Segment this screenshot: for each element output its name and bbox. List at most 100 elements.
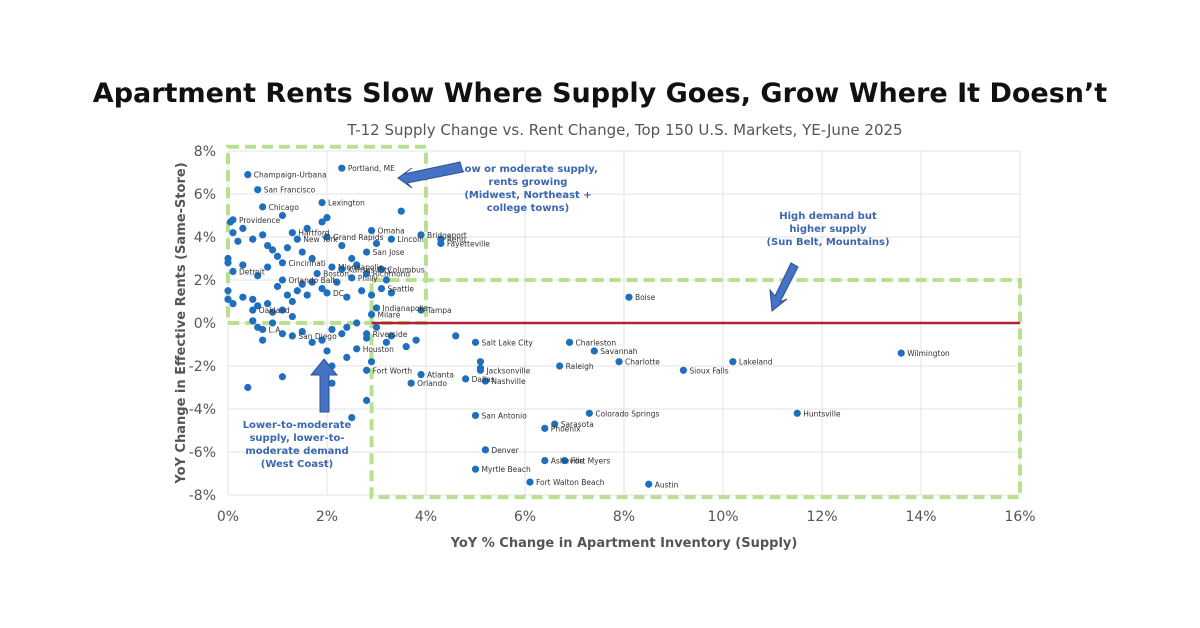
data-point bbox=[353, 345, 361, 353]
chart-title: Apartment Rents Slow Where Supply Goes, … bbox=[92, 78, 1108, 109]
x-tick-label: 2% bbox=[316, 509, 338, 525]
data-point bbox=[313, 269, 321, 278]
data-point bbox=[229, 216, 237, 224]
point-label: Cincinnati bbox=[288, 259, 325, 268]
y-axis-ticks: 8% 6% 4% 2% 0% -2% -4% -6% -8% bbox=[189, 144, 216, 504]
data-point bbox=[462, 375, 470, 383]
data-point bbox=[353, 261, 361, 269]
point-label: Richmond bbox=[373, 270, 411, 279]
point-label: Colorado Springs bbox=[595, 409, 659, 418]
data-point bbox=[437, 239, 445, 248]
point-label: Hartford bbox=[298, 229, 329, 238]
data-point bbox=[372, 304, 381, 312]
point-label: Milaré bbox=[378, 310, 401, 319]
data-point bbox=[382, 338, 390, 346]
data-point bbox=[343, 293, 351, 301]
point-label: Charlotte bbox=[625, 358, 660, 367]
point-label: Lexington bbox=[328, 199, 365, 208]
data-point bbox=[259, 231, 267, 239]
data-point bbox=[372, 323, 381, 331]
data-point bbox=[259, 325, 267, 334]
point-label: L.A. bbox=[269, 325, 283, 334]
data-point bbox=[249, 306, 257, 314]
y-tick-label: 4% bbox=[194, 230, 216, 246]
data-point bbox=[283, 291, 291, 299]
y-tick-label: 8% bbox=[194, 144, 216, 160]
data-point bbox=[452, 332, 460, 340]
data-point bbox=[358, 287, 366, 295]
point-label: Minneapolis bbox=[338, 263, 383, 272]
y-tick-label: -6% bbox=[189, 445, 216, 461]
data-point bbox=[254, 272, 262, 280]
arrow-west-coast bbox=[309, 358, 339, 413]
data-point bbox=[363, 248, 371, 256]
data-point bbox=[268, 319, 277, 327]
data-point bbox=[259, 203, 267, 211]
chart-subtitle: T-12 Supply Change vs. Rent Change, Top … bbox=[347, 121, 903, 139]
x-tick-label: 8% bbox=[613, 509, 635, 525]
data-point bbox=[249, 317, 257, 325]
data-point bbox=[471, 411, 480, 420]
data-point bbox=[367, 310, 376, 318]
data-point bbox=[224, 295, 232, 303]
data-point bbox=[363, 330, 371, 338]
data-point bbox=[264, 263, 272, 271]
data-point bbox=[298, 280, 306, 288]
data-point bbox=[328, 263, 336, 271]
point-label: Columbus bbox=[387, 265, 424, 274]
data-point bbox=[387, 235, 395, 243]
point-label: Phoenix bbox=[551, 424, 581, 433]
y-tick-label: 6% bbox=[194, 187, 216, 203]
data-point bbox=[377, 265, 386, 273]
point-label: Seattle bbox=[387, 285, 414, 294]
annotation-top-right: High demand but higher supply (Sun Belt, M… bbox=[766, 211, 889, 248]
data-point bbox=[333, 278, 341, 286]
data-point bbox=[417, 231, 425, 239]
x-tick-label: 16% bbox=[1004, 509, 1035, 525]
data-point bbox=[239, 293, 247, 301]
point-label: Fort Worth bbox=[373, 366, 413, 375]
data-point bbox=[565, 338, 574, 346]
data-point bbox=[377, 285, 386, 293]
data-point bbox=[288, 229, 296, 237]
point-label: Austin bbox=[655, 480, 679, 489]
point-label: Riverside bbox=[373, 330, 408, 339]
data-point bbox=[239, 224, 247, 232]
x-axis-label: YoY % Change in Apartment Inventory (Sup… bbox=[450, 536, 798, 551]
data-point bbox=[244, 383, 252, 392]
data-point bbox=[264, 242, 272, 250]
data-point bbox=[541, 424, 549, 432]
data-point bbox=[481, 446, 489, 454]
data-point bbox=[224, 287, 232, 295]
data-point bbox=[338, 330, 346, 338]
point-label: Huntsville bbox=[803, 409, 841, 418]
data-point bbox=[348, 254, 356, 263]
data-point bbox=[288, 332, 296, 340]
data-point bbox=[367, 291, 376, 299]
data-point bbox=[239, 261, 247, 269]
x-tick-label: 6% bbox=[514, 509, 536, 525]
data-point bbox=[298, 328, 306, 336]
x-tick-label: 10% bbox=[707, 509, 738, 525]
point-label: Raleigh bbox=[566, 362, 594, 371]
point-label: San Francisco bbox=[264, 186, 316, 195]
data-point bbox=[234, 237, 242, 245]
y-tick-label: -4% bbox=[189, 402, 216, 418]
point-label: New York bbox=[303, 235, 338, 244]
point-label: DC bbox=[333, 289, 344, 298]
x-axis-ticks: 0% 2% 4% 6% 8% 10% 12% 14% 16% bbox=[217, 509, 1036, 525]
data-point bbox=[323, 289, 331, 297]
data-point bbox=[278, 373, 287, 381]
point-label: Chicago bbox=[269, 203, 300, 212]
data-point bbox=[229, 267, 237, 275]
data-point bbox=[224, 259, 232, 267]
point-label: San Antonio bbox=[482, 411, 528, 420]
data-point bbox=[318, 218, 326, 226]
x-tick-label: 14% bbox=[905, 509, 936, 525]
data-point bbox=[229, 229, 237, 237]
point-label: Wilmington bbox=[907, 349, 950, 358]
arrow-top-right bbox=[769, 262, 799, 312]
data-point bbox=[303, 224, 311, 232]
data-point bbox=[471, 465, 480, 473]
data-point bbox=[343, 323, 351, 331]
